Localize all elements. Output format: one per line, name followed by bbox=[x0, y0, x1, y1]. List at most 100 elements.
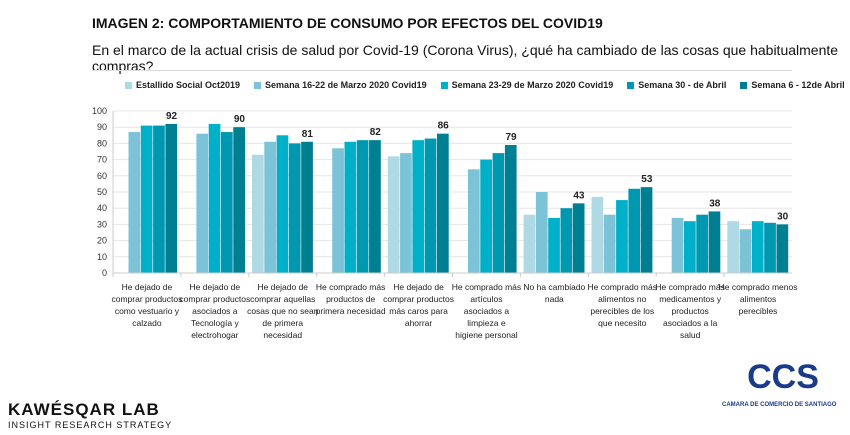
x-category-label: asociados a la bbox=[663, 318, 718, 328]
bar bbox=[264, 141, 276, 273]
bar bbox=[560, 208, 573, 273]
x-category-label: primera necesidad bbox=[316, 306, 386, 316]
legend-swatch bbox=[440, 81, 448, 89]
x-category-label: He comprado más bbox=[316, 282, 385, 292]
y-tick-label: 20 bbox=[97, 236, 107, 246]
x-category-label: medicamentos y bbox=[659, 294, 722, 304]
page-title: IMAGEN 2: COMPORTAMIENTO DE CONSUMO POR … bbox=[92, 15, 603, 31]
legend-label: Semana 23-29 de Marzo 2020 Covid19 bbox=[451, 80, 614, 90]
ccs-name: CAMARA DE COMERCIO DE SANTIAGO bbox=[722, 402, 837, 408]
legend-item: Estallido Social Oct2019 bbox=[125, 80, 240, 90]
divider bbox=[92, 70, 792, 71]
bar bbox=[696, 214, 708, 273]
data-label: 30 bbox=[777, 211, 789, 222]
x-category-label: más caros para bbox=[389, 306, 448, 316]
y-tick-label: 90 bbox=[97, 122, 107, 132]
bar bbox=[708, 211, 721, 273]
legend-label: Semana 6 - 12de Abril bbox=[751, 80, 845, 90]
bar bbox=[437, 133, 449, 273]
bar bbox=[480, 159, 492, 273]
bar bbox=[492, 153, 505, 273]
bar bbox=[628, 188, 641, 273]
bar bbox=[400, 153, 412, 273]
x-category-label: He comprado menos bbox=[719, 282, 798, 292]
data-label: 38 bbox=[709, 198, 721, 209]
x-category-label: He comprado más bbox=[452, 282, 521, 292]
bar bbox=[591, 196, 604, 273]
bar bbox=[153, 125, 165, 273]
data-label: 43 bbox=[573, 190, 585, 201]
kawesqar-logo: KAWÉSQAR LAB bbox=[8, 400, 160, 419]
bar bbox=[548, 217, 560, 273]
x-category-label: He dejado de bbox=[190, 282, 241, 292]
x-category-label: nada bbox=[545, 294, 564, 304]
bar bbox=[356, 140, 369, 273]
legend-item: Semana 30 - de Abril bbox=[627, 80, 726, 90]
data-label: 86 bbox=[438, 121, 450, 132]
x-category-label: necesidad bbox=[263, 330, 302, 340]
x-category-label: de primera bbox=[262, 318, 303, 328]
legend-swatch bbox=[254, 81, 262, 89]
data-label: 90 bbox=[234, 114, 246, 125]
data-label: 79 bbox=[505, 132, 517, 143]
x-category-label: He dejado de bbox=[257, 282, 308, 292]
x-category-label: He comprado más bbox=[655, 282, 724, 292]
bar bbox=[344, 141, 357, 273]
x-category-label: comprar productos bbox=[112, 294, 183, 304]
bar bbox=[603, 214, 616, 273]
x-category-label: He comprado más bbox=[588, 282, 657, 292]
legend-label: Semana 16-22 de Marzo 2020 Covid19 bbox=[265, 80, 427, 90]
x-category-label: higiene personal bbox=[455, 330, 517, 340]
y-tick-label: 0 bbox=[102, 268, 107, 278]
legend-item: Semana 6 - 12de Abril bbox=[740, 80, 845, 90]
legend-item: Semana 16-22 de Marzo 2020 Covid19 bbox=[254, 80, 427, 90]
bar bbox=[412, 140, 425, 273]
x-category-label: electrohogar bbox=[191, 330, 238, 340]
x-category-label: cosas que no sean bbox=[247, 306, 319, 316]
x-category-label: He dejado de bbox=[393, 282, 444, 292]
bar bbox=[276, 135, 289, 273]
bar bbox=[208, 123, 221, 274]
bar bbox=[751, 221, 764, 273]
bar bbox=[535, 192, 548, 273]
bar-chart: 0 10 20 30 40 50 60 70 80 90 100 92 He dejado de comp… bbox=[92, 106, 798, 340]
bar bbox=[572, 203, 585, 273]
y-tick-label: 100 bbox=[92, 106, 107, 116]
y-tick-label: 80 bbox=[97, 138, 107, 148]
bar bbox=[616, 200, 628, 273]
ccs-mark: CCS bbox=[747, 358, 819, 396]
y-tick-label: 50 bbox=[97, 187, 107, 197]
bar bbox=[776, 224, 789, 273]
bar bbox=[233, 127, 245, 273]
bar bbox=[727, 221, 739, 273]
y-tick-label: 70 bbox=[97, 155, 107, 165]
x-category-label: Tecnología y bbox=[191, 318, 239, 328]
x-category-label: comprar productos bbox=[179, 294, 250, 304]
bar bbox=[221, 132, 233, 273]
data-label: 53 bbox=[641, 174, 653, 185]
x-category-label: que necesito bbox=[598, 318, 646, 328]
data-label: 92 bbox=[166, 111, 178, 122]
x-category-label: productos de bbox=[326, 294, 375, 304]
y-tick-label: 30 bbox=[97, 219, 107, 229]
bar bbox=[196, 133, 209, 273]
bar bbox=[387, 156, 400, 273]
legend-item: Semana 23-29 de Marzo 2020 Covid19 bbox=[440, 80, 614, 90]
legend-swatch bbox=[740, 81, 748, 89]
bar bbox=[332, 148, 344, 273]
bar bbox=[764, 222, 776, 273]
bar bbox=[684, 221, 696, 273]
x-category-label: limpieza e bbox=[467, 318, 506, 328]
legend-label: Estallido Social Oct2019 bbox=[136, 80, 241, 90]
x-category-label: salud bbox=[680, 330, 701, 340]
bar bbox=[671, 217, 684, 273]
data-label: 82 bbox=[370, 127, 382, 138]
legend-label: Semana 30 - de Abril bbox=[638, 80, 727, 90]
x-category-label: comprar aquellas bbox=[250, 294, 315, 304]
legend: Estallido Social Oct2019 Semana 16-22 de … bbox=[125, 80, 845, 90]
x-category-label: asociados a bbox=[192, 306, 238, 316]
bar bbox=[523, 214, 536, 273]
bar bbox=[739, 229, 752, 273]
bar bbox=[504, 145, 517, 273]
legend-swatch bbox=[125, 81, 132, 89]
